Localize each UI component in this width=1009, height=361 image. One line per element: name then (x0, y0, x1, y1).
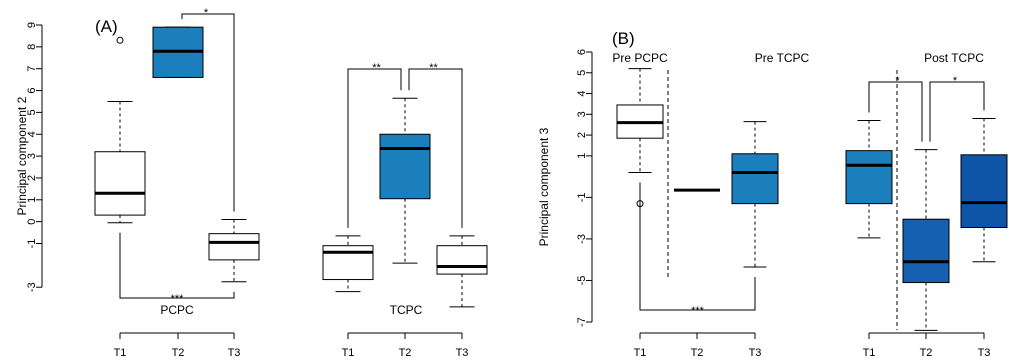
y-tick-label: 4 (576, 90, 588, 96)
boxplot-t3 (208, 218, 260, 283)
y-tick-label: 5 (26, 109, 38, 115)
y-tick-label: 2 (576, 132, 588, 138)
x-tick-label: T1 (863, 347, 876, 359)
y-tick-label: -7 (576, 317, 588, 327)
y-tick-label: -3 (576, 234, 588, 244)
significance-bracket (347, 68, 402, 228)
panel-label: (A) (95, 17, 118, 36)
box-iqr (436, 245, 488, 275)
y-tick-label: -1 (576, 192, 588, 202)
y-tick-label: 0 (26, 219, 38, 225)
box-iqr (902, 218, 950, 284)
boxplot-t1 (322, 235, 374, 293)
boxplot-t3 (436, 235, 488, 308)
box-iqr (960, 154, 1008, 229)
group-label: Pre TCPC (755, 51, 810, 65)
significance-bracket (408, 68, 463, 228)
boxplot-t3 (731, 121, 779, 268)
boxplot-t2 (379, 97, 431, 264)
y-tick-label: 1 (576, 153, 588, 159)
y-tick-label: 6 (26, 87, 38, 93)
boxplot-t3 (960, 117, 1008, 263)
y-tick-label: 3 (26, 153, 38, 159)
x-tick-label: T2 (920, 347, 933, 359)
significance-label: *** (171, 293, 185, 305)
x-tick-label: T3 (978, 347, 991, 359)
box-iqr (731, 153, 779, 205)
y-tick-label: 3 (576, 111, 588, 117)
y-axis-title: Principal component 2 (15, 96, 29, 215)
box-iqr (845, 150, 893, 205)
significance-bracket (868, 81, 923, 142)
x-tick-label: T1 (342, 347, 355, 359)
significance-bracket (639, 182, 756, 311)
boxplot-t1 (616, 68, 664, 208)
y-tick-label: 8 (26, 44, 38, 50)
y-tick-label: 2 (26, 175, 38, 181)
significance-label: * (204, 7, 209, 19)
y-tick-label: 1 (26, 197, 38, 203)
x-tick-label: T1 (634, 347, 647, 359)
boxplot-t2 (902, 149, 950, 331)
x-tick-label: T3 (456, 347, 469, 359)
significance-label: ** (429, 62, 438, 74)
group-label: TCPC (390, 303, 423, 317)
box-iqr (208, 233, 260, 261)
y-tick-label: 4 (26, 131, 38, 137)
y-tick-label: -1 (26, 239, 38, 249)
x-tick-label: T2 (172, 347, 185, 359)
significance-bracket (929, 81, 985, 142)
y-tick-label: 6 (576, 49, 588, 55)
y-tick-label: 7 (26, 66, 38, 72)
boxplot-t1 (845, 120, 893, 239)
y-tick-label: 9 (26, 22, 38, 28)
y-tick-label: 5 (576, 70, 588, 76)
box-iqr (379, 133, 431, 200)
group-label: PCPC (160, 303, 194, 317)
significance-bracket (181, 13, 235, 212)
panel-label: (B) (612, 29, 635, 48)
x-tick-label: T2 (399, 347, 412, 359)
significance-label: ** (372, 62, 381, 74)
y-tick-label: -3 (26, 282, 38, 292)
significance-label: *** (691, 305, 705, 317)
x-tick-label: T3 (749, 347, 762, 359)
significance-label: * (895, 75, 900, 87)
boxplot-t2 (152, 26, 204, 78)
x-tick-label: T2 (691, 347, 704, 359)
x-tick-label: T3 (228, 347, 241, 359)
group-label: Post TCPC (924, 51, 984, 65)
y-tick-label: -5 (576, 276, 588, 286)
significance-label: * (953, 75, 958, 87)
outlier-point (116, 36, 124, 44)
y-axis-title: Principal component 3 (537, 127, 551, 246)
group-label: Pre PCPC (612, 51, 668, 65)
significance-bracket (119, 232, 235, 299)
boxplot-t1 (94, 36, 146, 224)
box-iqr (94, 151, 146, 216)
x-tick-label: T1 (114, 347, 127, 359)
